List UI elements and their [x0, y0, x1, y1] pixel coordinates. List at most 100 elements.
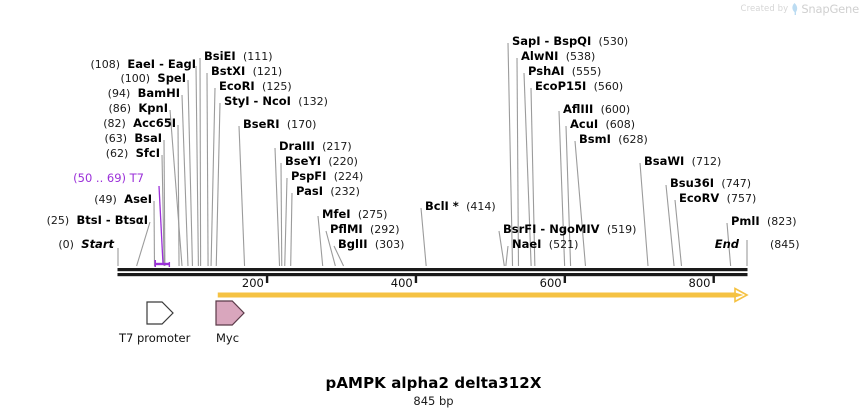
- site-enzymes: BsiEI: [204, 49, 236, 63]
- enzyme-site-label[interactable]: AflIII (600): [563, 103, 630, 116]
- enzyme-site-label[interactable]: PmlI (823): [731, 215, 797, 228]
- site-position: (125): [262, 80, 292, 93]
- page-title: pAMPK alpha2 delta312X: [325, 374, 542, 392]
- leader-line: [163, 139, 166, 267]
- ruler-tick: [563, 276, 567, 283]
- enzyme-site-label[interactable]: Bsu36I (747): [670, 177, 751, 190]
- enzyme-site-label[interactable]: (100) SpeI: [121, 72, 187, 85]
- site-enzymes: BsaI: [134, 131, 162, 145]
- feature-site-label-t7[interactable]: (50 .. 69) T7: [73, 171, 144, 185]
- site-position: (712): [691, 155, 722, 168]
- enzyme-site-label[interactable]: StyI - NcoI (132): [224, 95, 328, 108]
- enzyme-site-label[interactable]: PflMI (292): [330, 223, 400, 236]
- leader-line: [195, 65, 199, 267]
- enzyme-site-label[interactable]: BglII (303): [338, 238, 404, 251]
- enzyme-site-label[interactable]: PspFI (224): [291, 170, 363, 183]
- site-enzymes: Bsu36I: [670, 176, 715, 190]
- leader-line: [420, 207, 427, 267]
- leader-line: [181, 94, 189, 267]
- enzyme-site-label[interactable]: BseRI (170): [243, 118, 316, 131]
- site-enzymes: AlwNI: [521, 49, 559, 63]
- site-enzymes: BamHI: [137, 86, 180, 100]
- enzyme-site-label[interactable]: (108) EaeI - EagI: [90, 58, 196, 71]
- site-position: (121): [252, 65, 283, 78]
- site-enzymes: NaeI: [512, 237, 542, 251]
- leader-line: [516, 57, 520, 267]
- site-position: (628): [618, 133, 648, 146]
- site-enzymes: SapI - BspQI: [512, 34, 592, 48]
- leader-line: [161, 154, 165, 267]
- enzyme-site-label[interactable]: BclI * (414): [425, 200, 496, 213]
- enzyme-site-label[interactable]: SapI - BspQI (530): [512, 35, 628, 48]
- site-position: (94): [107, 87, 131, 100]
- enzyme-site-label[interactable]: (86) KpnI: [108, 102, 168, 115]
- site-enzymes: BtsI - BtsαI: [76, 213, 148, 227]
- site-enzymes: EcoRV: [679, 191, 720, 205]
- site-enzymes: PspFI: [291, 169, 327, 183]
- site-position: (220): [328, 155, 358, 168]
- enzyme-site-label[interactable]: PasI (232): [296, 185, 360, 198]
- site-enzymes: PflMI: [330, 222, 363, 236]
- site-position: (521): [548, 238, 579, 251]
- enzyme-site-label[interactable]: BseYI (220): [285, 155, 358, 168]
- terminal-position: (0): [58, 238, 74, 251]
- enzyme-site-label[interactable]: (25) BtsI - BtsαI: [47, 214, 148, 227]
- site-position: (600): [600, 103, 631, 116]
- enzyme-site-label[interactable]: (62) SfcI: [106, 147, 160, 160]
- enzyme-site-label[interactable]: BsmI (628): [579, 133, 648, 146]
- enzyme-site-label[interactable]: EcoRV (757): [679, 192, 756, 205]
- ruler-tick: [265, 276, 269, 283]
- enzyme-site-label[interactable]: AcuI (608): [570, 118, 635, 131]
- site-position: (111): [243, 50, 273, 63]
- enzyme-site-label[interactable]: BsrFI - NgoMIV (519): [503, 223, 636, 236]
- terminal-name: End: [714, 237, 739, 251]
- enzyme-site-label[interactable]: (63) BsaI: [104, 132, 162, 145]
- terminal-position-end: (845): [770, 238, 800, 251]
- leader-line: [280, 162, 283, 267]
- snapgene-watermark: Created by SnapGene: [741, 2, 860, 16]
- site-position: (608): [605, 118, 636, 131]
- enzyme-site-label[interactable]: AlwNI (538): [521, 50, 595, 63]
- leader-line: [325, 230, 336, 267]
- feature-arrow-myc[interactable]: [215, 300, 245, 326]
- leader-line: [574, 140, 587, 267]
- enzyme-site-label[interactable]: NaeI (521): [512, 238, 578, 251]
- enzyme-site-label[interactable]: (94) BamHI: [108, 87, 180, 100]
- feature-arrow-t7-promoter[interactable]: [146, 301, 174, 325]
- leader-line: [665, 184, 675, 267]
- leader-line: [238, 125, 246, 267]
- leader-line: [290, 192, 293, 267]
- leader-line: [177, 124, 180, 267]
- site-enzymes: BclI *: [425, 199, 459, 213]
- enzyme-site-label[interactable]: (82) Acc65I: [103, 117, 176, 130]
- site-enzymes: Acc65I: [133, 116, 176, 130]
- enzyme-site-label[interactable]: EcoRI (125): [219, 80, 292, 93]
- enzyme-site-label[interactable]: MfeI (275): [322, 208, 387, 221]
- site-position: (555): [571, 65, 602, 78]
- site-position: (217): [322, 140, 352, 153]
- site-position: (292): [370, 223, 400, 236]
- enzyme-site-label[interactable]: BsiEI (111): [204, 50, 273, 63]
- site-position: (62): [105, 147, 129, 160]
- enzyme-site-label[interactable]: PshAI (555): [528, 65, 601, 78]
- site-enzymes: KpnI: [138, 101, 168, 115]
- leader-line: [199, 57, 202, 267]
- leader-line: [333, 245, 345, 267]
- enzyme-site-label[interactable]: EcoP15I (560): [535, 80, 623, 93]
- enzyme-site-label[interactable]: DraIII (217): [279, 140, 352, 153]
- leader-line: [565, 125, 572, 267]
- enzyme-site-label[interactable]: BsaWI (712): [644, 155, 721, 168]
- site-enzymes: PshAI: [528, 64, 565, 78]
- leader-line: [505, 245, 509, 267]
- enzyme-site-label[interactable]: (49) AseI: [94, 193, 152, 206]
- site-enzymes: BsaWI: [644, 154, 685, 168]
- site-enzymes: BglII: [338, 237, 368, 251]
- enzyme-site-label[interactable]: BstXI (121): [211, 65, 282, 78]
- site-position: (224): [333, 170, 364, 183]
- plasmid-length: 845 bp: [413, 394, 454, 408]
- site-position: (25): [46, 214, 70, 227]
- leader-line: [674, 199, 683, 267]
- site-position: (86): [108, 102, 132, 115]
- snapgene-leaf-icon: [791, 3, 798, 15]
